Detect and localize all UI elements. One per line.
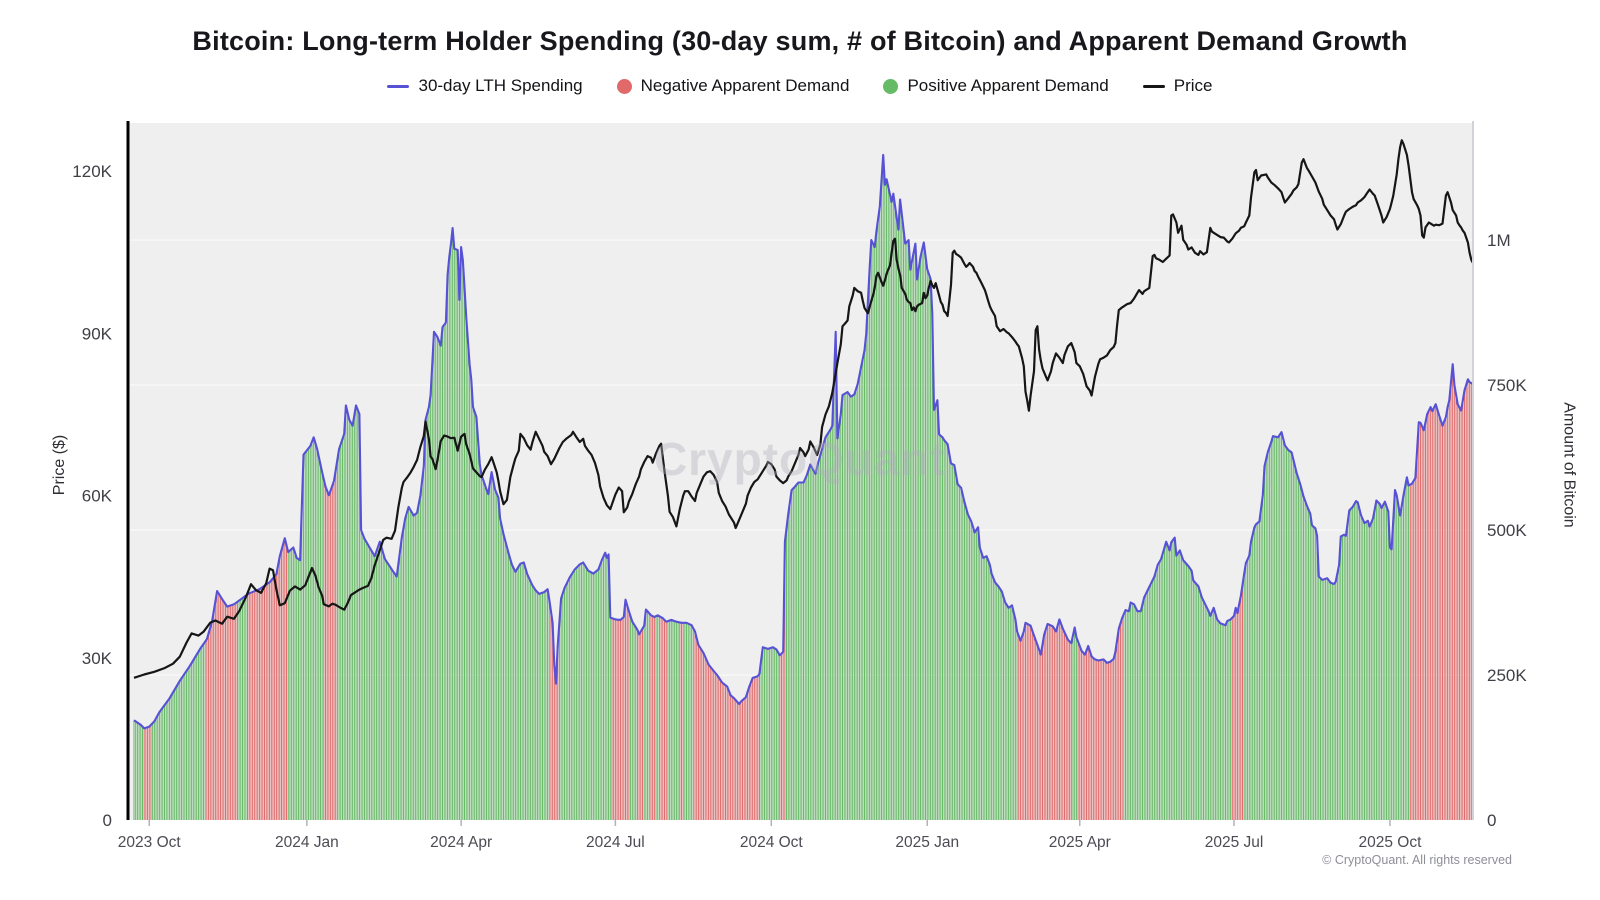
x-axis-tick-label: 2025 Apr bbox=[1049, 834, 1111, 851]
legend-item-positive-apparent-demand[interactable]: Positive Apparent Demand bbox=[883, 76, 1109, 96]
lth-spending-line[interactable] bbox=[133, 153, 1474, 730]
right-axis-tick-label: 0 bbox=[1487, 811, 1496, 830]
right-axis-title: Amount of Bitcoin bbox=[1560, 402, 1578, 528]
legend-label: Negative Apparent Demand bbox=[640, 76, 850, 95]
legend-label: Price bbox=[1173, 76, 1213, 95]
left-axis-title: Price ($) bbox=[51, 434, 69, 496]
chart-title: Bitcoin: Long-term Holder Spending (30-d… bbox=[192, 26, 1408, 56]
x-axis-tick-label: 2024 Oct bbox=[740, 834, 804, 851]
right-axis-tick-label: 1M bbox=[1487, 231, 1511, 250]
x-axis-tick-label: 2025 Jan bbox=[895, 834, 959, 851]
right-axis-tick-label: 750K bbox=[1487, 376, 1527, 395]
right-axis-tick-label: 250K bbox=[1487, 666, 1527, 685]
legend-dot-icon bbox=[616, 78, 632, 94]
negative-apparent-demand-bars[interactable] bbox=[143, 364, 1474, 820]
positive-apparent-demand-bars[interactable] bbox=[133, 154, 1410, 820]
price-line[interactable] bbox=[133, 139, 1474, 679]
legend-line-icon bbox=[387, 84, 410, 88]
left-axis-tick-label: 30K bbox=[82, 649, 113, 668]
legend-line-icon bbox=[1142, 84, 1165, 88]
legend-item-30-day-lth-spending[interactable]: 30-day LTH Spending bbox=[387, 76, 583, 96]
x-axis-tick-label: 2025 Oct bbox=[1358, 834, 1422, 851]
x-axis-tick-label: 2024 Apr bbox=[430, 834, 492, 851]
x-axis-tick-label: 2024 Jan bbox=[275, 834, 339, 851]
right-axis-tick-label: 500K bbox=[1487, 521, 1527, 540]
left-axis-tick-label: 0 bbox=[103, 811, 112, 830]
left-axis-tick-label: 60K bbox=[82, 487, 113, 506]
x-axis-tick-label: 2025 Jul bbox=[1205, 834, 1264, 851]
legend: 30-day LTH Spending Negative Apparent Dem… bbox=[0, 76, 1600, 96]
left-axis-tick-label: 90K bbox=[82, 324, 113, 343]
legend-label: 30-day LTH Spending bbox=[418, 76, 583, 95]
legend-item-price[interactable]: Price bbox=[1142, 76, 1213, 96]
legend-dot-icon bbox=[883, 78, 899, 94]
x-axis-tick-label: 2024 Jul bbox=[586, 834, 645, 851]
left-axis-tick-label: 120K bbox=[72, 162, 112, 181]
legend-item-negative-apparent-demand[interactable]: Negative Apparent Demand bbox=[616, 76, 850, 96]
x-axis-tick-label: 2023 Oct bbox=[118, 834, 182, 851]
copyright-note: © CryptoQuant. All rights reserved bbox=[1322, 853, 1512, 867]
legend-label: Positive Apparent Demand bbox=[907, 76, 1109, 95]
